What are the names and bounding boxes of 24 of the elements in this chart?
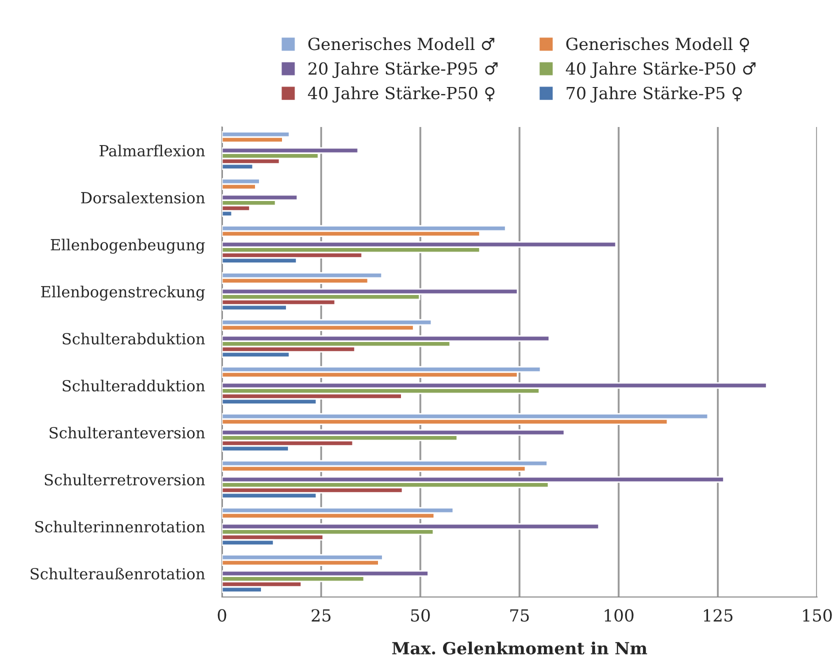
- legend-label: 40 Jahre Stärke-P50 ♂: [566, 62, 756, 78]
- y-tick-label: Schulteranteversion: [50, 426, 205, 439]
- y-tick-label: Schulteradduktion: [62, 380, 205, 392]
- y-tick-label: Dorsalextension: [81, 192, 205, 204]
- x-tick-label: 50: [411, 609, 430, 622]
- y-tick-label: Schulterretroversion: [44, 474, 205, 486]
- y-tick-label: Schulteraußenrotation: [30, 568, 205, 580]
- x-axis-title: Max. Gelenkmoment in Nm: [392, 642, 648, 655]
- x-tick-label: 150: [803, 609, 832, 622]
- legend-label: Generisches Modell ♂: [308, 37, 494, 50]
- x-tick-label: 25: [312, 609, 330, 622]
- y-tick-label: Schulterabduktion: [62, 332, 205, 345]
- x-tick-label: 0: [218, 609, 226, 622]
- x-tick-label: 125: [704, 609, 732, 622]
- legend-label: 20 Jahre Stärke-P95 ♂: [308, 62, 498, 78]
- y-tick-label: Palmarflexion: [100, 144, 205, 157]
- y-tick-label: Schulterinnenrotation: [35, 520, 205, 533]
- y-tick-label: Ellenbogenbeugung: [50, 238, 205, 254]
- y-tick-label: Ellenbogenstreckung: [41, 286, 205, 301]
- x-tick-label: 75: [510, 609, 529, 622]
- legend-label: 70 Jahre Stärke-P5 ♀: [566, 86, 742, 103]
- x-tick-label: 100: [604, 609, 634, 622]
- legend-label: Generisches Modell ♀: [566, 37, 750, 52]
- legend-label: 40 Jahre Stärke-P50 ♀: [308, 86, 494, 103]
